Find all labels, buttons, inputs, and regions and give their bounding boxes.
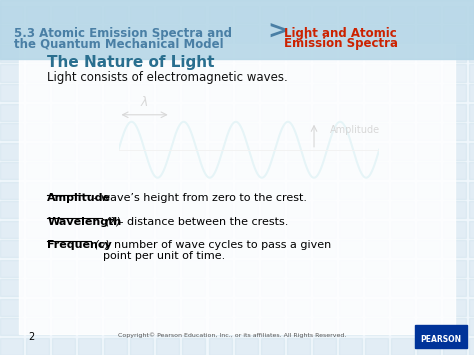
Text: - distance between the crests.: - distance between the crests. — [116, 217, 289, 226]
Text: Copyright© Pearson Education, Inc., or its affiliates. All Rights Reserved.: Copyright© Pearson Education, Inc., or i… — [118, 332, 347, 338]
Text: Light consists of electromagnetic waves.: Light consists of electromagnetic waves. — [47, 71, 288, 84]
Text: 5.3 Atomic Emission Spectra and: 5.3 Atomic Emission Spectra and — [14, 27, 232, 40]
Text: Amplitude: Amplitude — [47, 193, 111, 203]
Text: Emission Spectra: Emission Spectra — [284, 37, 399, 50]
Text: - wave’s height from zero to the crest.: - wave’s height from zero to the crest. — [90, 193, 307, 203]
Text: Wavelength: Wavelength — [47, 217, 122, 226]
Text: 2: 2 — [28, 332, 35, 342]
Text: Frequency: Frequency — [47, 240, 112, 250]
Text: The Nature of Light: The Nature of Light — [47, 55, 215, 70]
Text: Amplitude: Amplitude — [330, 125, 380, 135]
Text: λ: λ — [141, 96, 148, 109]
Text: (ν): (ν) — [91, 240, 110, 250]
Text: - number of wave cycles to pass a given
point per unit of time.: - number of wave cycles to pass a given … — [103, 240, 332, 261]
Text: >: > — [268, 20, 289, 44]
Text: Light and Atomic: Light and Atomic — [284, 27, 397, 40]
Text: the Quantum Mechanical Model: the Quantum Mechanical Model — [14, 37, 224, 50]
Text: PEARSON: PEARSON — [420, 335, 461, 344]
Text: (λ): (λ) — [102, 217, 121, 226]
